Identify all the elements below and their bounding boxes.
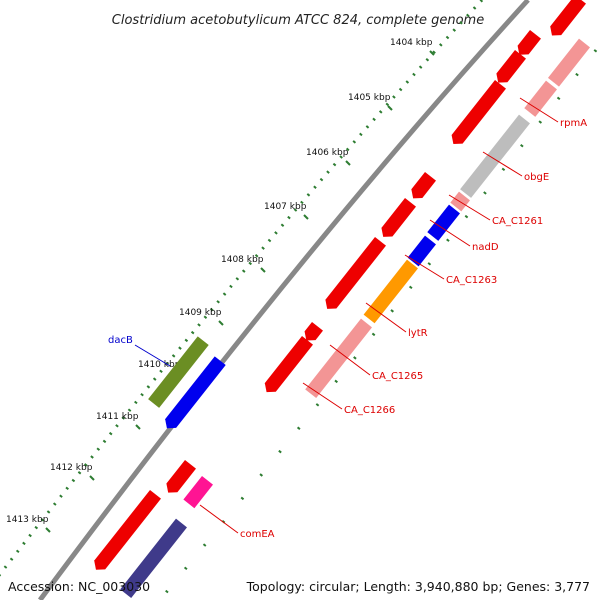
gene-label-ca-c1266[interactable]: CA_C1266 [344,405,395,416]
tick-mark [429,50,435,56]
tick-label: 1411 kbp [96,412,139,422]
leader-line [429,219,471,247]
gene-block[interactable] [407,235,436,267]
accession-text: Accession: NC_003030 [8,579,151,594]
leader-line [448,194,491,221]
gene-label-rpma[interactable]: rpmA [560,118,587,129]
gene-block[interactable] [148,336,209,408]
tick-label: 1404 kbp [390,38,433,48]
gene-block[interactable] [304,322,323,341]
gene-block[interactable] [547,38,590,87]
gene-block[interactable] [325,237,386,309]
leader-line [519,97,559,123]
gene-block[interactable] [451,80,506,144]
gene-block[interactable] [120,518,187,599]
tick-mark [218,320,224,326]
tick-label: 1413 kbp [6,515,49,525]
genome-backbone [37,0,530,600]
tick-mark [303,214,309,220]
gene-label-ca-c1263[interactable]: CA_C1263 [446,275,497,286]
gene-block[interactable] [363,259,418,324]
tick-mark [135,424,141,430]
leader-line [482,151,523,177]
gene-label-nadd[interactable]: nadD [472,242,499,253]
leader-line [134,344,171,367]
leader-line [365,302,407,333]
gene-block[interactable] [427,204,460,241]
tick-mark [45,527,51,533]
leader-line [199,504,239,534]
gene-block[interactable] [496,50,526,83]
leader-line [302,382,343,410]
gene-block[interactable] [411,172,436,199]
tick-mark [89,475,95,481]
gene-block[interactable] [264,336,313,393]
gene-block[interactable] [550,0,586,36]
gene-label-ca-c1261[interactable]: CA_C1261 [492,216,543,227]
inner-tick-track [158,49,598,600]
tick-label: 1406 kbp [306,148,349,158]
tick-label: 1410 kbp [138,360,181,370]
gene-block[interactable] [460,114,530,198]
gene-label-comea[interactable]: comEA [240,529,275,540]
leader-line [329,344,371,376]
tick-label: 1409 kbp [179,308,222,318]
gene-label-lytr[interactable]: lytR [408,328,428,339]
tick-label: 1405 kbp [348,93,391,103]
gene-label-ca-c1265[interactable]: CA_C1265 [372,371,423,382]
genome-stats-text: Topology: circular; Length: 3,940,880 bp… [246,579,590,594]
tick-mark [345,160,351,166]
gene-block[interactable] [94,490,161,570]
gene-block[interactable] [305,318,372,399]
gene-label-obge[interactable]: obgE [524,172,549,183]
tick-mark [260,267,266,273]
leader-line [404,254,445,280]
tick-label: 1408 kbp [221,255,264,265]
gene-block[interactable] [183,476,213,509]
gene-block[interactable] [524,80,557,117]
tick-track [0,0,484,577]
tick-mark [387,105,393,111]
gene-block[interactable] [517,30,541,55]
tick-label: 1407 kbp [264,202,307,212]
gene-block[interactable] [166,460,196,493]
gene-label-dacb[interactable]: dacB [108,335,133,346]
tick-label: 1412 kbp [50,463,93,473]
gene-block[interactable] [381,198,416,237]
map-title: Clostridium acetobutylicum ATCC 824, com… [112,13,484,28]
gene-block[interactable] [165,356,226,429]
